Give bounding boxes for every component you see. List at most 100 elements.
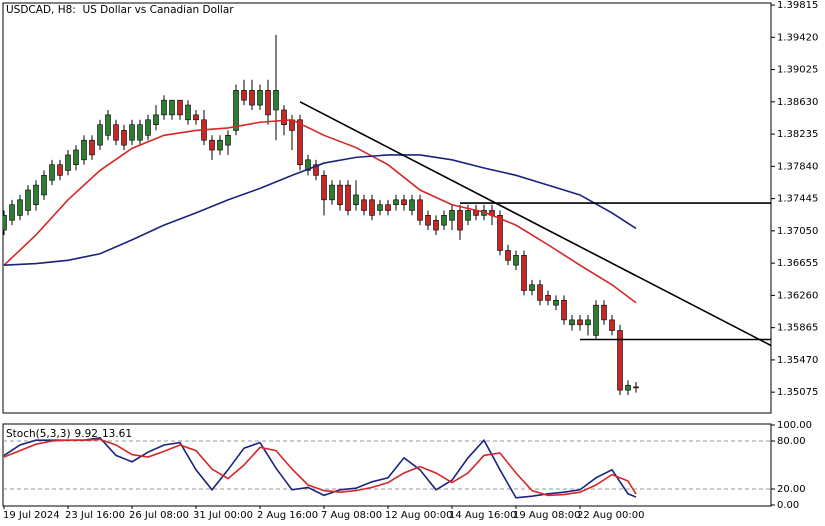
candle-body bbox=[129, 124, 135, 141]
stoch-line bbox=[3, 438, 637, 497]
y-tick-label: 1.37050 bbox=[777, 226, 818, 237]
candle-body bbox=[241, 90, 247, 101]
candle-body bbox=[617, 330, 623, 391]
candle-body bbox=[345, 184, 351, 211]
y-tick-label: 1.38235 bbox=[777, 129, 818, 140]
candle-body bbox=[313, 164, 319, 176]
y-tick-label: 20.00 bbox=[777, 484, 806, 495]
candle-body bbox=[121, 130, 127, 146]
candle-body bbox=[105, 114, 111, 136]
candle-body bbox=[9, 204, 15, 221]
y-tick-label: 0.00 bbox=[777, 500, 799, 511]
candle-body bbox=[529, 284, 535, 291]
candle-body bbox=[377, 204, 383, 211]
candle-body bbox=[233, 90, 239, 131]
x-tick-label: 7 Aug 08:00 bbox=[321, 510, 382, 521]
candle-body bbox=[161, 99, 167, 116]
candle-body bbox=[609, 319, 615, 331]
candle-body bbox=[97, 124, 103, 146]
candle-body bbox=[577, 319, 583, 326]
main-panel bbox=[2, 2, 772, 414]
x-tick-label: 22 Aug 00:00 bbox=[577, 510, 644, 521]
candle-body bbox=[433, 219, 439, 231]
candle-body bbox=[585, 319, 591, 326]
candle-body bbox=[329, 184, 335, 201]
candle-body bbox=[65, 154, 71, 171]
plot-area bbox=[3, 436, 637, 499]
candle-body bbox=[417, 199, 423, 221]
candle-body bbox=[17, 199, 23, 216]
y-tick-label: 1.38630 bbox=[777, 97, 818, 108]
candle-body bbox=[561, 299, 567, 321]
candle-body bbox=[3, 215, 7, 231]
x-tick-label: 23 Jul 16:00 bbox=[65, 510, 125, 521]
indicator-title: Stoch(5,3,3) bbox=[6, 428, 71, 440]
candle-body bbox=[169, 99, 175, 116]
candle-body bbox=[49, 164, 55, 181]
candle-body bbox=[337, 184, 343, 206]
plot-area bbox=[3, 34, 771, 396]
y-tick-label: 1.39025 bbox=[777, 65, 818, 76]
candle-body bbox=[145, 119, 151, 136]
candle-body bbox=[89, 139, 95, 156]
candle-body bbox=[41, 175, 47, 196]
candle-body bbox=[81, 139, 87, 161]
y-tick-label: 80.00 bbox=[777, 436, 806, 447]
candle-body bbox=[505, 250, 511, 261]
candle-body bbox=[281, 109, 287, 125]
candle-body bbox=[321, 175, 327, 201]
y-tick-label: 1.36655 bbox=[777, 258, 818, 269]
candle-body bbox=[153, 114, 159, 125]
stoch-panel bbox=[2, 423, 772, 507]
candle-body bbox=[185, 104, 191, 121]
candle-body bbox=[521, 255, 527, 291]
candle-body bbox=[553, 299, 559, 306]
moving-average bbox=[3, 118, 637, 304]
candle-body bbox=[409, 199, 415, 211]
candle-body bbox=[369, 199, 375, 216]
candle-body bbox=[305, 159, 311, 171]
indicator-label: Stoch(5,3,3) 9.92 13.61 bbox=[6, 428, 132, 440]
moving-average bbox=[3, 154, 637, 266]
candle-body bbox=[513, 255, 519, 266]
x-tick-label: 12 Aug 00:00 bbox=[385, 510, 452, 521]
y-tick-label: 1.36260 bbox=[777, 290, 818, 301]
candle-body bbox=[633, 386, 639, 389]
candle-body bbox=[249, 90, 255, 106]
candle-body bbox=[273, 90, 279, 111]
candle-body bbox=[545, 295, 551, 301]
candle-body bbox=[193, 114, 199, 121]
y-tick-label: 1.39815 bbox=[777, 0, 818, 11]
drawn-line bbox=[299, 101, 771, 347]
y-tick-label: 100.00 bbox=[777, 420, 812, 431]
candle-body bbox=[393, 199, 399, 206]
candle-body bbox=[73, 149, 79, 166]
candle-body bbox=[297, 119, 303, 166]
candle-body bbox=[465, 210, 471, 221]
y-tick-label: 1.35075 bbox=[777, 387, 818, 398]
candle-body bbox=[625, 384, 631, 391]
x-tick-label: 19 Aug 08:00 bbox=[513, 510, 580, 521]
candle-body bbox=[569, 319, 575, 326]
candle-body bbox=[449, 210, 455, 221]
candle-body bbox=[401, 199, 407, 206]
y-tick-label: 1.37840 bbox=[777, 161, 818, 172]
candle-body bbox=[217, 139, 223, 151]
candle-body bbox=[441, 215, 447, 226]
stoch-line bbox=[3, 436, 637, 499]
candle-body bbox=[385, 204, 391, 211]
y-tick-label: 1.39420 bbox=[777, 32, 818, 43]
y-tick-label: 1.35865 bbox=[777, 323, 818, 334]
candle-body bbox=[177, 99, 183, 116]
chart-title: USDCAD, H8: US Dollar vs Canadian Dollar bbox=[6, 4, 234, 16]
candle-body bbox=[537, 284, 543, 301]
y-tick-label: 1.35470 bbox=[777, 355, 818, 366]
x-tick-label: 19 Jul 2024 bbox=[3, 510, 60, 521]
candle-body bbox=[113, 124, 119, 141]
candle-body bbox=[209, 139, 215, 151]
x-tick-label: 2 Aug 16:00 bbox=[257, 510, 318, 521]
candle-body bbox=[425, 215, 431, 226]
